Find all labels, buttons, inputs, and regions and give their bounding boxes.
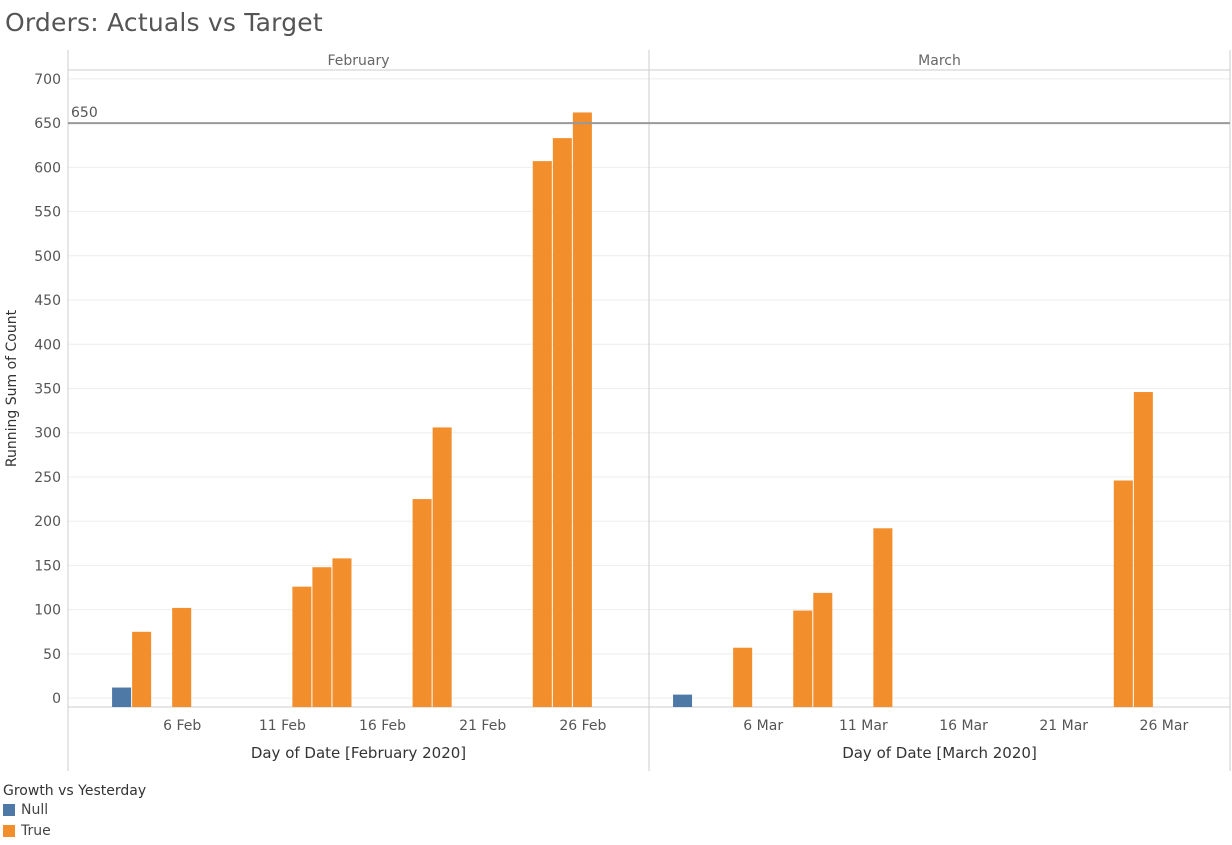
x-axis-title: Day of Date [February 2020]	[251, 744, 466, 762]
y-tick-label: 50	[43, 647, 61, 663]
x-tick-label: 26 Mar	[1140, 718, 1189, 734]
x-tick-label: 6 Feb	[163, 718, 201, 734]
y-tick-label: 700	[34, 72, 61, 88]
x-tick-label: 21 Feb	[459, 718, 506, 734]
panel-header: March	[918, 53, 961, 69]
y-tick-label: 500	[34, 249, 61, 265]
x-tick-label: 16 Feb	[359, 718, 406, 734]
bar-true	[733, 647, 753, 707]
y-tick-label: 350	[34, 382, 61, 398]
bar-true	[813, 592, 833, 707]
x-tick-label: 16 Mar	[939, 718, 988, 734]
bar-true	[432, 427, 452, 707]
bar-true	[572, 112, 592, 707]
y-tick-label: 650	[34, 116, 61, 132]
bar-true	[292, 586, 312, 707]
legend-title: Growth vs Yesterday	[3, 783, 147, 799]
y-axis-title: Running Sum of Count	[4, 309, 20, 467]
y-tick-label: 150	[34, 558, 61, 574]
panel-header: February	[327, 53, 389, 69]
y-tick-label: 400	[34, 337, 61, 353]
y-tick-label: 300	[34, 426, 61, 442]
x-tick-label: 11 Feb	[259, 718, 306, 734]
x-tick-label: 26 Feb	[559, 718, 606, 734]
bar-true	[552, 138, 572, 708]
bar-true	[1133, 392, 1153, 707]
bar-chart: 0 50 100 150 200 250 300 350 400 450 500 550 600 650 7…	[4, 50, 1231, 771]
y-tick-label: 450	[34, 293, 61, 309]
bar-true	[532, 161, 552, 707]
bar-true	[1113, 480, 1133, 707]
bar-null	[673, 694, 693, 707]
legend-swatch-true	[3, 824, 15, 837]
legend-item-true[interactable]: True	[3, 820, 146, 841]
x-axis-title: Day of Date [March 2020]	[842, 744, 1037, 762]
x-tick-label: 6 Mar	[743, 718, 783, 734]
bar-null	[112, 687, 132, 707]
legend-item-null[interactable]: Null	[3, 799, 146, 820]
legend-swatch-null	[3, 803, 15, 816]
bar-true	[312, 567, 332, 707]
x-tick-label: 21 Mar	[1039, 718, 1088, 734]
y-tick-label: 250	[34, 470, 61, 486]
bar-true	[332, 558, 352, 707]
legend: Growth vs Yesterday Null True	[3, 783, 146, 841]
bar-true	[132, 631, 152, 707]
x-tick-label: 11 Mar	[839, 718, 888, 734]
chart-title: Orders: Actuals vs Target	[5, 8, 323, 37]
y-tick-label: 100	[34, 603, 61, 619]
y-tick-label: 600	[34, 160, 61, 176]
y-tick-label: 0	[52, 691, 61, 707]
legend-label-true: True	[21, 822, 51, 839]
reference-line-label: 650	[71, 105, 98, 121]
bar-true	[172, 607, 192, 707]
y-tick-label: 550	[34, 205, 61, 221]
y-tick-label: 200	[34, 514, 61, 530]
bar-true	[793, 610, 813, 707]
legend-label-null: Null	[21, 801, 49, 818]
bar-true	[412, 499, 432, 707]
bar-true	[873, 528, 893, 707]
